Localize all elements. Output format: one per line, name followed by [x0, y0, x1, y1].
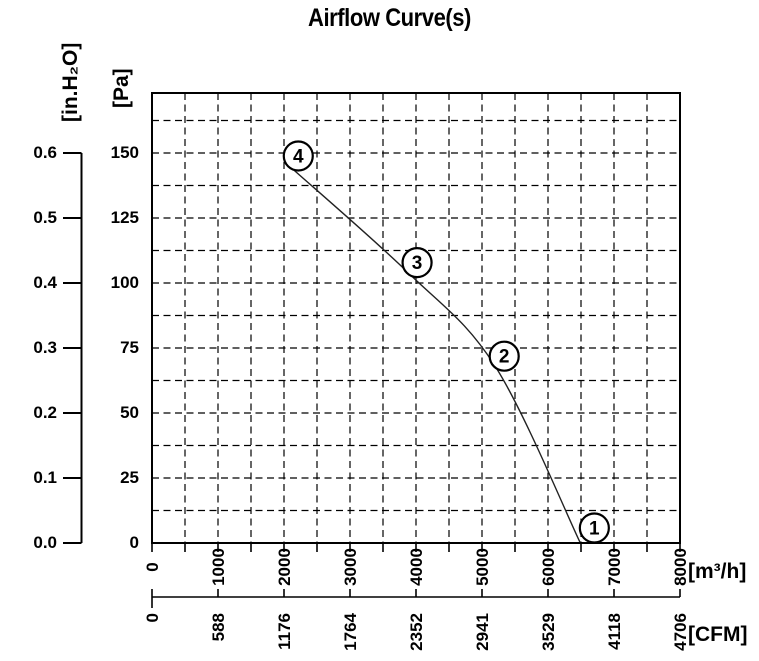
m3h-tick-label: 7000 [605, 548, 624, 586]
point-marker-2: 2 [488, 340, 520, 372]
point-marker-number: 1 [589, 519, 600, 540]
point-marker-3: 3 [401, 247, 433, 279]
point-marker-circle [488, 340, 520, 372]
m3h-tick-label: 4000 [407, 548, 426, 586]
point-marker-1: 1 [578, 512, 610, 544]
m3h-tick-label: 3000 [341, 548, 360, 586]
m3h-tick-label: 0 [143, 562, 162, 571]
cfm-tick-label: 4706 [671, 613, 690, 651]
point-marker-4: 4 [282, 140, 314, 172]
cfm-tick-label: 0 [143, 613, 162, 622]
x-axis-m3h: 0 1000 2000 3000 4000 5000 6000 7000 8000[m³/h] [143, 543, 746, 586]
inh2o-tick-label: 0.3 [33, 338, 57, 357]
cfm-tick-label: 4118 [605, 613, 624, 650]
pa-tick-label: 100 [111, 273, 139, 292]
x-axis-cfm: 0 588 1176 1764 2352 2941 3529 4118 4706[CFM] [143, 589, 747, 651]
cfm-tick-label: 2941 [473, 613, 492, 651]
inh2o-tick-label: 0.5 [33, 208, 57, 227]
curve-point-markers: 4 3 2 1 [282, 140, 610, 544]
cfm-tick-label: 2352 [407, 613, 426, 651]
cfm-tick-label: 1764 [341, 612, 360, 650]
point-marker-circle [578, 512, 610, 544]
m3h-tick-label: 8000 [671, 548, 690, 586]
m3h-tick-label: 2000 [275, 548, 294, 586]
x-axis-unit-m3h: [m³/h] [688, 560, 746, 583]
y-axis-unit-inh2o: [in.H₂O] [59, 43, 82, 122]
plot-grid [152, 93, 680, 543]
cfm-tick-label: 3529 [539, 613, 558, 651]
pa-tick-label: 25 [120, 468, 139, 487]
chart-title: Airflow Curve(s) [308, 4, 471, 32]
cfm-tick-label: 1176 [275, 613, 294, 650]
m3h-tick-label: 1000 [209, 548, 228, 586]
inh2o-tick-label: 0.1 [33, 468, 57, 487]
m3h-tick-label: 5000 [473, 548, 492, 586]
point-marker-number: 4 [293, 147, 304, 168]
y-axis-unit-pa: [Pa] [110, 68, 133, 108]
point-marker-number: 3 [412, 253, 423, 274]
point-marker-circle [401, 247, 433, 279]
pa-tick-label: 75 [120, 338, 139, 357]
point-marker-number: 2 [499, 347, 510, 368]
inh2o-tick-label: 0.0 [33, 533, 57, 552]
pa-tick-label: 0 [130, 533, 139, 552]
x-axis-unit-cfm: [CFM] [688, 623, 747, 646]
pa-tick-label: 125 [111, 208, 139, 227]
airflow-curve [288, 165, 581, 544]
pa-tick-label: 50 [120, 403, 139, 422]
pa-tick-label: 150 [111, 143, 139, 162]
y-axis-pa: 0 25 50 75 100 125 150 [Pa] [110, 68, 139, 552]
airflow-curve-line [288, 165, 581, 544]
y-axis-inh2o: 0.0 0.1 0.2 0.3 0.4 0.5 0.6 [in.H₂O] [33, 43, 83, 552]
inh2o-tick-label: 0.6 [33, 143, 57, 162]
m3h-tick-label: 6000 [539, 548, 558, 586]
inh2o-tick-label: 0.2 [33, 403, 57, 422]
inh2o-tick-label: 0.4 [33, 273, 57, 292]
point-marker-circle [282, 140, 314, 172]
cfm-tick-label: 588 [209, 613, 228, 641]
